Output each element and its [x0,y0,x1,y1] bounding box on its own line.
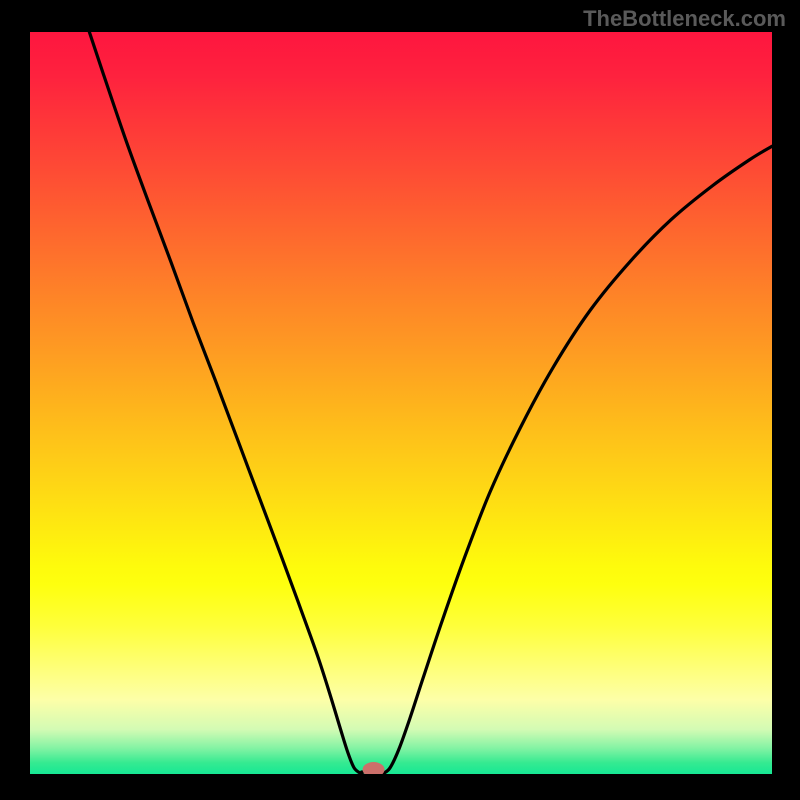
gradient-background [30,32,772,774]
plot-area [30,32,772,774]
chart-frame: TheBottleneck.com [0,0,800,800]
watermark-text: TheBottleneck.com [583,6,786,32]
bottleneck-chart-svg [30,32,772,774]
